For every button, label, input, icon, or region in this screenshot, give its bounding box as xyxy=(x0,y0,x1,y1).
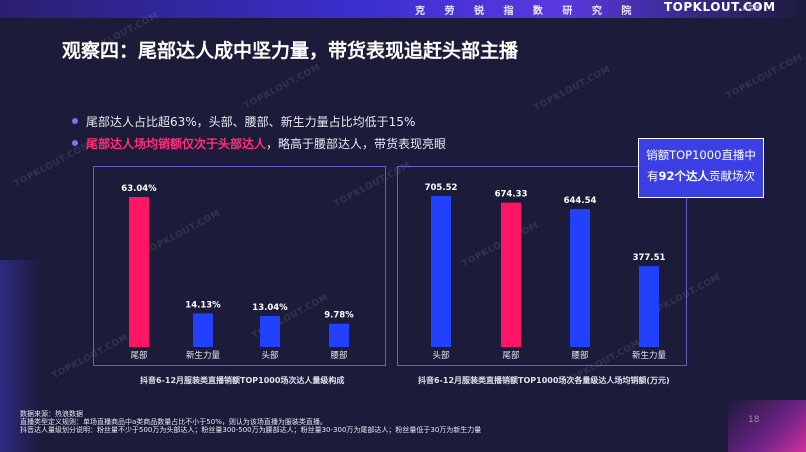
callout-box: 销额TOP1000直播中 有92个达人贡献场次 xyxy=(638,138,764,198)
footnote-source: 数据来源：热浪数据 xyxy=(20,410,83,418)
chart-2-bar xyxy=(501,202,521,347)
bullet-point-1: 尾部达人占比超63%，头部、腰部、新生力量占比均低于15% xyxy=(72,113,416,130)
bullet-dot-icon xyxy=(72,118,78,124)
callout-line-2: 有92个达人贡献场次 xyxy=(639,168,763,184)
bullet-text: ，略高于腰部达人，带货表现亮眼 xyxy=(266,137,447,151)
chart-2-value-label: 644.54 xyxy=(564,196,597,206)
chart-1-category-label: 尾部 xyxy=(130,350,148,361)
chart-1-bar xyxy=(329,323,349,347)
footnote-tiers: 抖音达人量级划分说明：粉丝量不少于500万为头部达人；粉丝量300-500万为腰… xyxy=(20,426,482,434)
callout-text: 贡献场次 xyxy=(709,169,755,183)
chart-2-value-label: 377.51 xyxy=(633,253,666,263)
top-bar xyxy=(0,0,806,18)
chart-1-value-label: 63.04% xyxy=(121,184,157,194)
chart-2-category-label: 尾部 xyxy=(502,350,520,361)
chart-1-category-label: 新生力量 xyxy=(186,350,221,361)
footnote-definition: 直播类型定义规则：单场直播商品中a类商品数量占比不小于50%，则认为该场直播为服… xyxy=(20,418,327,426)
chart-1-title: 抖音6-12月服装类直播销额TOP1000场次达人量级构成 xyxy=(140,376,345,385)
bullet-highlight-text: 尾部达人场均销额仅次于头部达人 xyxy=(86,137,267,151)
chart-1-category-label: 腰部 xyxy=(330,350,348,361)
page-number: 18 xyxy=(748,415,760,425)
chart-1-value-label: 13.04% xyxy=(252,303,288,313)
left-glow-decoration xyxy=(0,260,40,452)
brand-logo-sub: 克劳锐 xyxy=(742,5,761,12)
chart-1-bar xyxy=(260,315,280,347)
institute-name: 克 劳 锐 指 数 研 究 院 xyxy=(415,6,640,17)
chart-2-bar xyxy=(431,196,451,347)
chart-2-bar xyxy=(570,209,590,347)
chart-2-category-label: 头部 xyxy=(432,350,450,361)
chart-2-title: 抖音6-12月服装类直播销额TOP1000场次各量级达人场均销额(万元) xyxy=(418,376,670,385)
chart-2-category-label: 腰部 xyxy=(571,350,589,361)
bullet-point-2: 尾部达人场均销额仅次于头部达人，略高于腰部达人，带货表现亮眼 xyxy=(72,135,447,152)
chart-2-value-label: 674.33 xyxy=(495,190,528,200)
chart-2-category-label: 新生力量 xyxy=(632,350,667,361)
chart-panel-avg-sales xyxy=(397,166,687,366)
chart-1-value-label: 9.78% xyxy=(324,311,354,321)
page-title: 观察四：尾部达人成中坚力量，带货表现追赶头部主播 xyxy=(62,40,519,62)
bullet-dot-icon xyxy=(72,140,78,146)
chart-2-value-label: 705.52 xyxy=(425,183,458,193)
chart-2-bar xyxy=(639,266,659,347)
chart-panel-composition xyxy=(93,166,386,366)
chart-1-value-label: 14.13% xyxy=(185,300,221,310)
callout-line-1: 销额TOP1000直播中 xyxy=(646,148,756,162)
callout-bold-text: 92个达人 xyxy=(658,169,709,183)
chart-1-bar xyxy=(193,313,213,347)
corner-decoration xyxy=(728,400,806,452)
chart-1-bar xyxy=(129,197,149,347)
chart-1-category-label: 头部 xyxy=(261,350,279,361)
brand-logo: TOPKLOUT.COM xyxy=(664,0,776,14)
callout-text: 有 xyxy=(646,169,659,183)
bullet-text: 尾部达人占比超63%，头部、腰部、新生力量占比均低于15% xyxy=(86,115,416,129)
